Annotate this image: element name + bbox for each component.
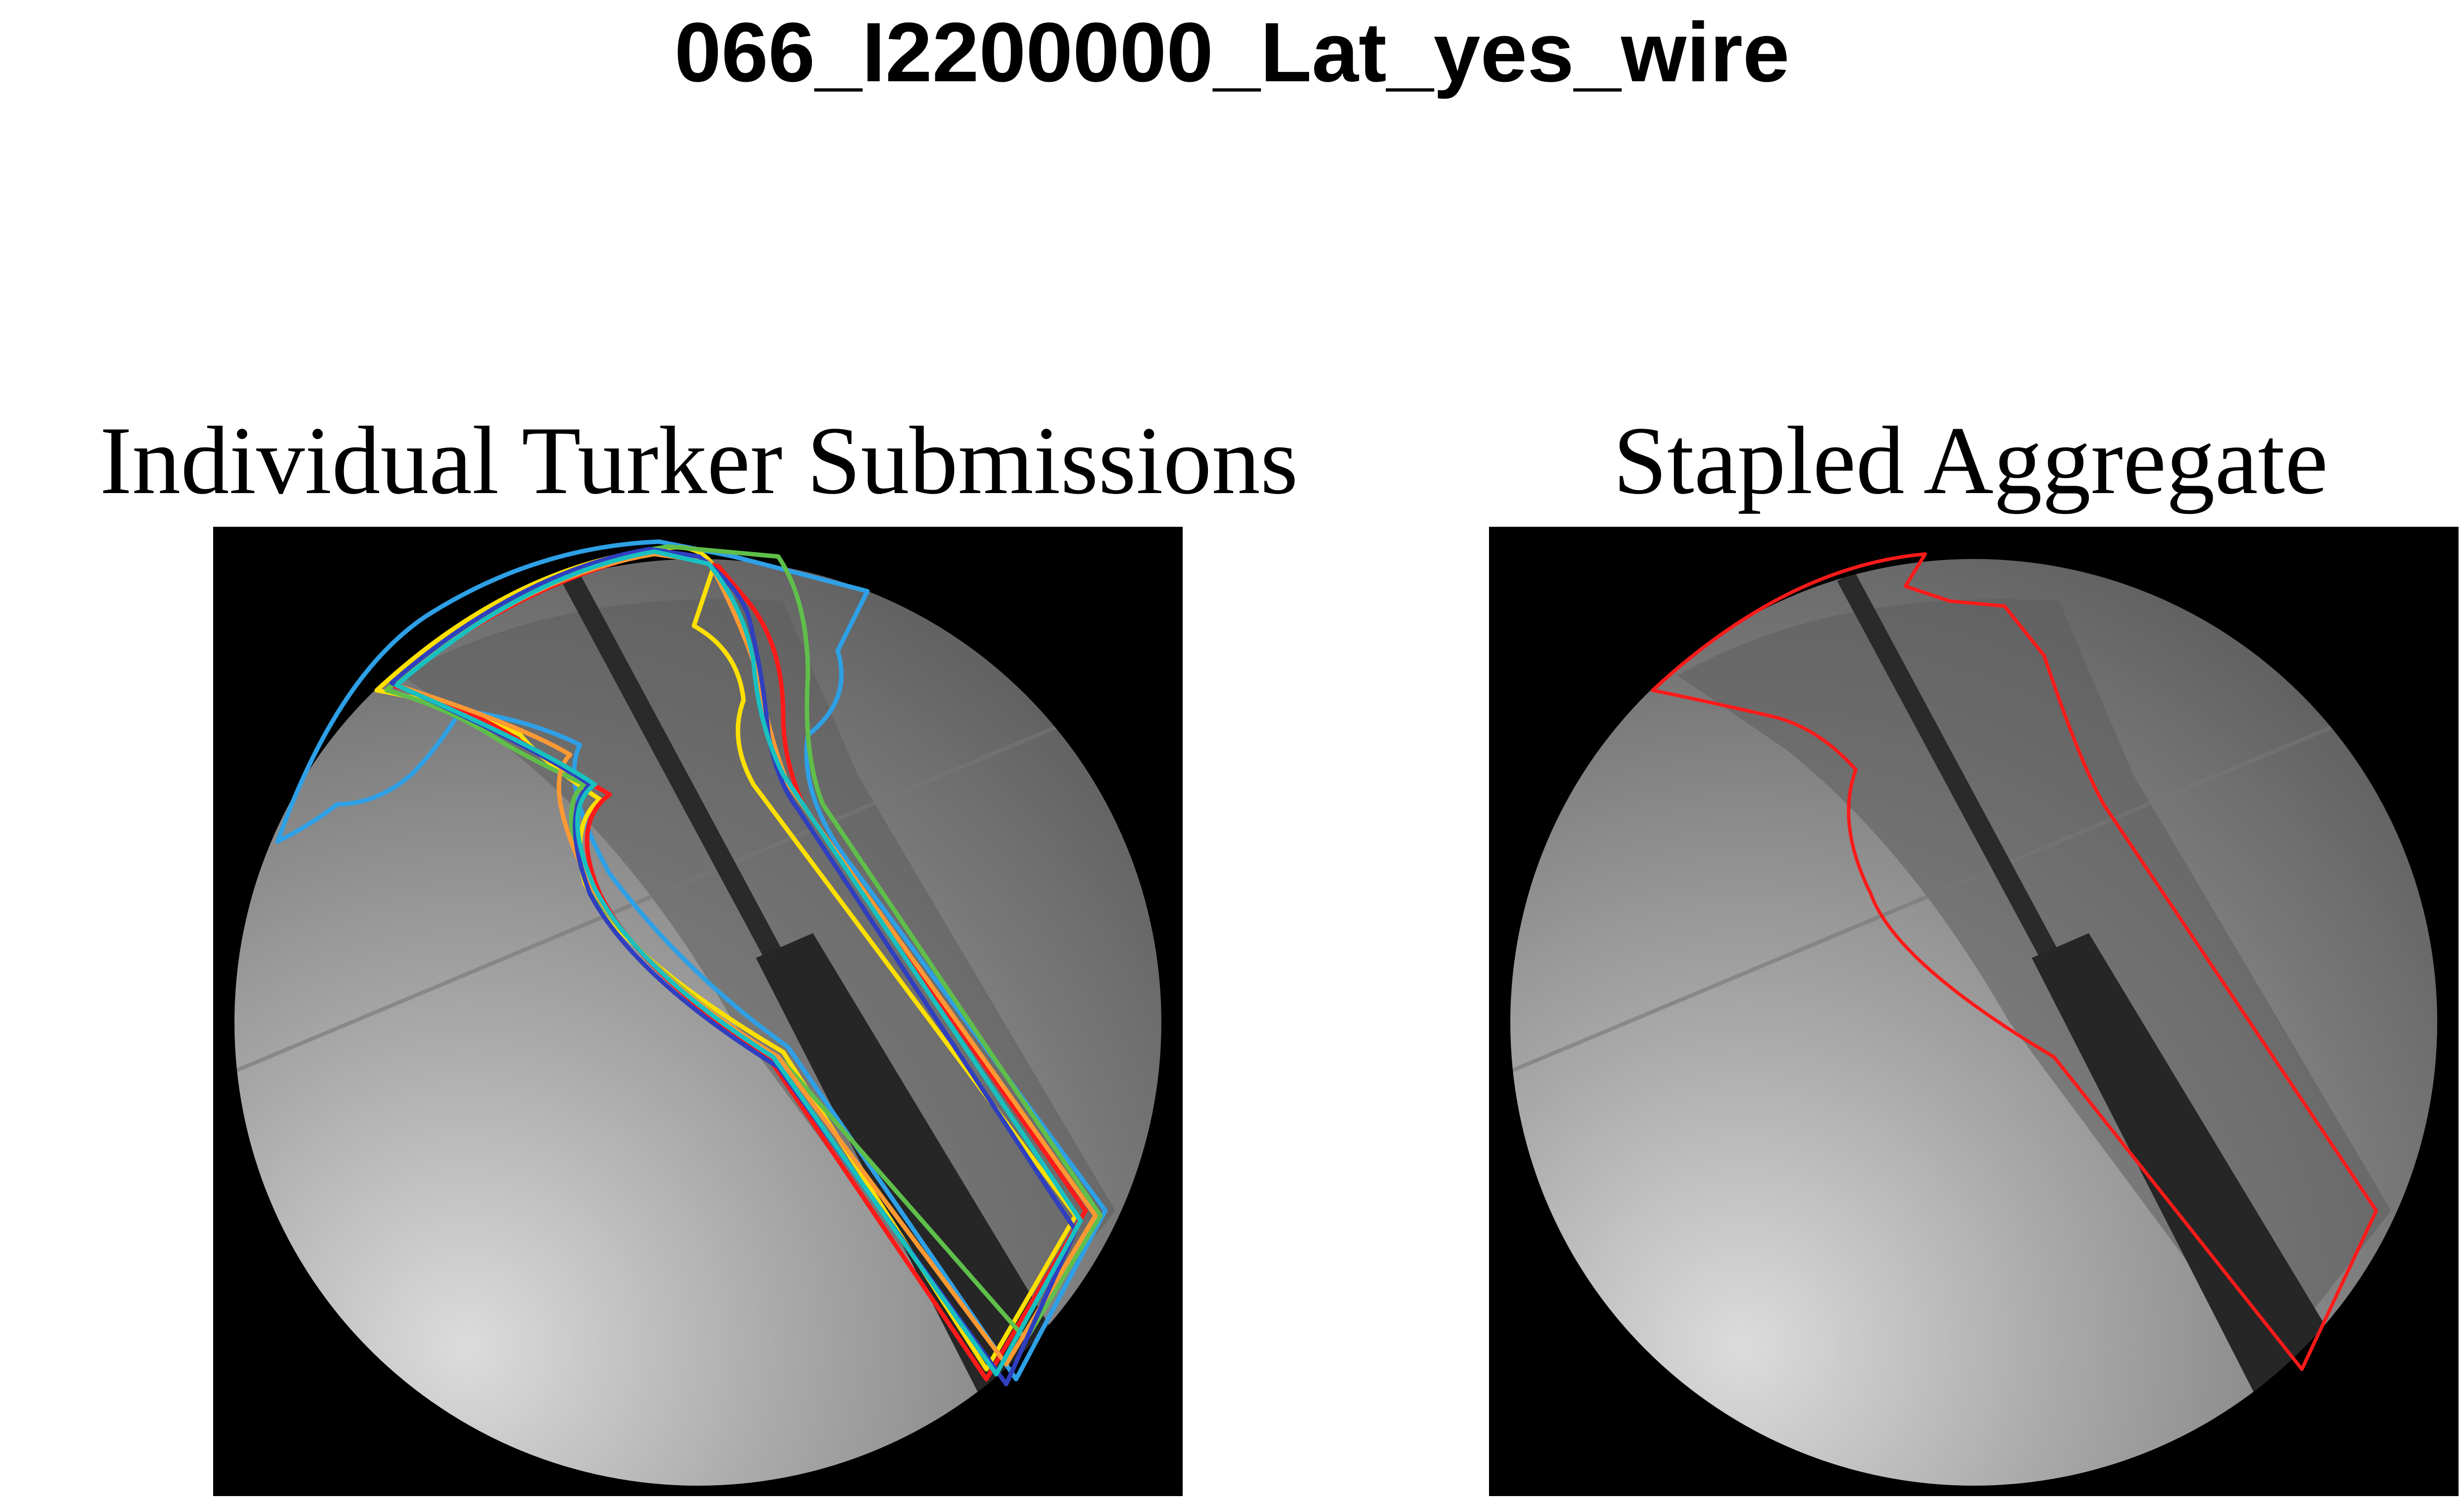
turker-outlines (275, 539, 1108, 1387)
drill-sleeve (2032, 933, 2337, 1409)
outline-cyan (394, 549, 1083, 1377)
stapled-aggregate-canvas (1489, 527, 2459, 1496)
turker-submissions-image (213, 527, 1183, 1496)
aggregate-outline (1651, 552, 2378, 1371)
tissue-line (1510, 673, 2437, 1074)
guide-wire (561, 571, 792, 978)
stapled-aggregate-image (1489, 527, 2459, 1496)
outline-blue (275, 539, 1108, 1382)
tissue-line (234, 673, 1161, 1074)
right-panel-title: Stapled Aggregate (1613, 407, 2328, 514)
guide-wire (1837, 571, 2068, 978)
turker-submissions-canvas (213, 527, 1183, 1496)
figure-title: 066_I2200000_Lat_yes_wire (674, 5, 1790, 100)
left-panel-title: Individual Turker Submissions (100, 407, 1298, 514)
outline-dark-blue (389, 547, 1078, 1387)
